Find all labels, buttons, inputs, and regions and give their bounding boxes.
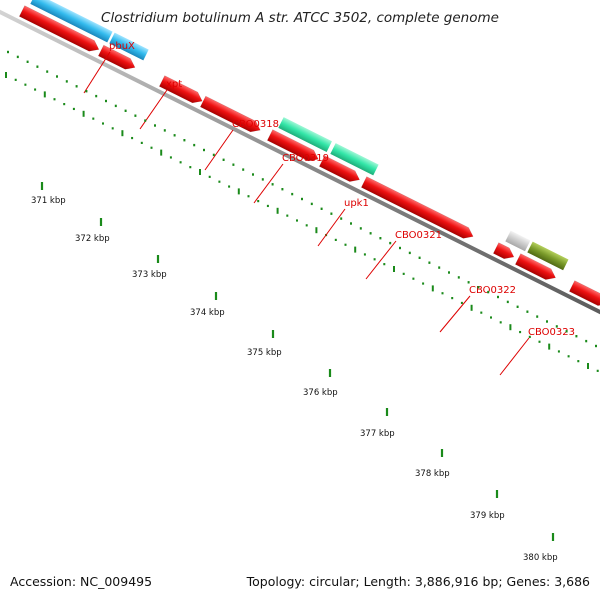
genome-backbone-group [0,9,600,315]
feature-bar-xpt [109,32,149,61]
leader-line-CBO0323 [499,337,530,376]
ruler-label: 371 kbp [31,196,66,206]
gene-label-CBO0319: CBO0319 [282,153,329,164]
genome-backbone-line [0,9,600,315]
gene-features-group [18,0,600,306]
ruler-label: 372 kbp [75,234,110,244]
accession-text: Accession: NC_009495 [10,574,153,589]
label-leader-lines-group [83,51,530,376]
cds-arrow-CBO0321 [318,155,360,182]
cds-arrow-CBO0318 [158,75,203,104]
gene-label-CBO0318: CBO0318 [232,119,279,130]
gene-label-xpt: xpt [166,79,182,90]
gene-label-CBO0322: CBO0322 [469,285,516,296]
ruler-label: 376 kbp [303,388,338,398]
gene-label-CBO0321: CBO0321 [395,230,442,241]
cds-arrow-CBO0322 [360,176,474,239]
feature-bar-upk1 [278,117,332,153]
leader-line-CBO0319 [253,163,284,204]
gene-label-CBO0323: CBO0323 [528,327,575,338]
leader-line-pbuX [83,51,111,94]
leader-line-upk1 [317,208,346,247]
ruler-label: 375 kbp [247,348,282,358]
cds-arrow-CBO0319 [199,95,261,133]
ruler-label: 380 kbp [523,553,558,563]
cds-arrow-pbuX [18,5,100,52]
cds-arrow-CBO0323a [492,242,515,259]
feature-bar-CBO0321 [330,143,379,176]
map-title: Clostridium botulinum A str. ATCC 3502, … [101,10,499,26]
ruler-label: 379 kbp [470,511,505,521]
cds-arrow-next [568,280,600,306]
ruler-label: 374 kbp [190,308,225,318]
ruler-label: 377 kbp [360,429,395,439]
cds-arrow-xpt [97,44,136,70]
cds-arrow-upk1 [266,129,319,162]
leader-line-CBO0321 [365,240,397,280]
ruler-label: 373 kbp [132,270,167,280]
feature-bar-olive [527,241,569,271]
gene-label-upk1: upk1 [344,198,369,209]
leader-line-xpt [139,89,168,130]
cds-arrow-CBO0323b [514,253,556,280]
feature-bar-gray [505,230,531,252]
gene-labels-group: pbuX xpt CBO0318 CBO0319 upk1 CBO0321 CBO0322 C… [109,41,575,338]
leader-line-CBO0318 [204,129,234,171]
ruler-label: 378 kbp [415,469,450,479]
topology-text: Topology: circular; Length: 3,886,916 bp… [246,574,590,589]
ruler-group: 371 kbp 372 kbp 373 kbp 374 kbp 375 kbp 376 k… [7,50,597,563]
leader-line-CBO0322 [439,295,471,333]
tick-dots-group [5,72,599,372]
gene-label-pbuX: pbuX [109,41,135,52]
feature-bar-pbuX [30,0,113,43]
